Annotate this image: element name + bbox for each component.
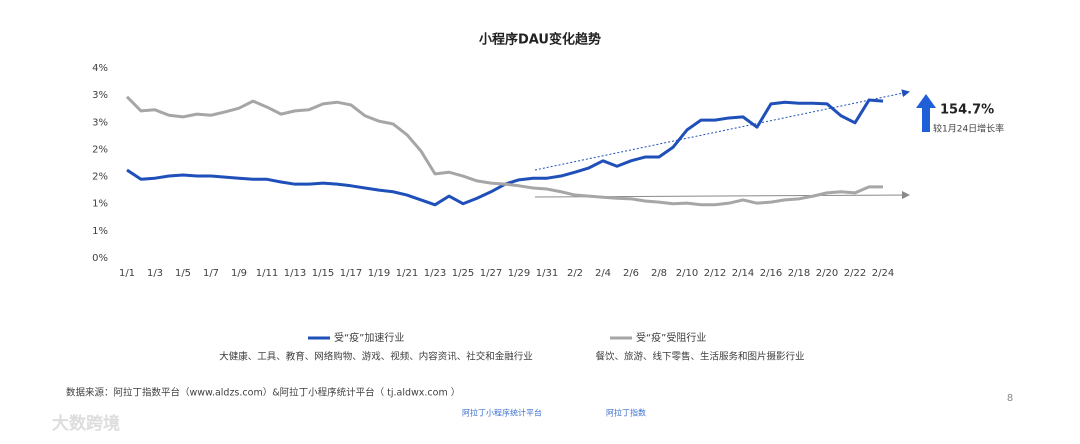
annotation: 154.7%	[940, 103, 994, 118]
x-tick-label: 1/5	[175, 268, 191, 279]
x-tick-label: 2/12	[704, 268, 726, 279]
x-tick-label: 1/27	[480, 268, 502, 279]
annotation-note: 较1月24日增长率	[933, 123, 1004, 135]
x-tick-label: 2/16	[760, 268, 782, 279]
x-tick-label: 1/31	[536, 268, 558, 279]
chart-title: 小程序DAU变化趋势	[479, 32, 601, 48]
x-tick-label: 1/29	[508, 268, 530, 279]
x-tick-label: 2/4	[595, 268, 611, 279]
x-tick-label: 2/10	[676, 268, 698, 279]
trend-line	[534, 89, 910, 171]
x-tick-label: 2/24	[872, 268, 894, 279]
x-tick-label: 2/2	[567, 268, 583, 279]
legend-label: 受“疫”加速行业	[334, 331, 404, 344]
data-line	[126, 98, 884, 207]
x-tick-label: 1/7	[203, 268, 219, 279]
x-tick-label: 1/23	[424, 268, 446, 279]
x-tick-label: 1/9	[231, 268, 247, 279]
page-number: 8	[1007, 393, 1013, 404]
x-tick-label: 2/20	[816, 268, 838, 279]
y-tick-label: 1%	[92, 226, 108, 237]
x-tick-label: 2/8	[651, 268, 667, 279]
x-tick-label: 1/1	[119, 268, 135, 279]
x-tick-label: 1/3	[147, 268, 163, 279]
logo: 阿拉丁指数	[606, 408, 646, 418]
logo: 阿拉丁小程序统计平台	[462, 408, 542, 418]
x-tick-label: 1/17	[340, 268, 362, 279]
y-tick-label: 3%	[92, 117, 108, 128]
legend-description: 大健康、工具、教育、网络购物、游戏、视频、内容资讯、社交和金融行业	[219, 351, 533, 363]
x-tick-label: 1/21	[396, 268, 418, 279]
x-tick-label: 2/14	[732, 268, 754, 279]
y-tick-label: 0%	[92, 253, 108, 264]
x-tick-label: 1/11	[256, 268, 278, 279]
legend-description: 餐饮、旅游、线下零售、生活服务和图片摄影行业	[595, 351, 804, 363]
y-tick-label: 3%	[92, 90, 108, 101]
data-line	[125, 95, 883, 207]
y-tick-label: 1%	[92, 199, 108, 210]
x-tick-label: 2/6	[623, 268, 639, 279]
y-tick-label: 4%	[92, 63, 108, 74]
watermark: 大数跨境	[52, 413, 120, 434]
x-tick-label: 1/13	[284, 268, 306, 279]
y-tick-label: 2%	[92, 172, 108, 183]
x-tick-label: 1/19	[368, 268, 390, 279]
x-tick-label: 1/25	[452, 268, 474, 279]
x-tick-label: 2/22	[844, 268, 866, 279]
legend-label: 受“疫”受阻行业	[636, 331, 706, 344]
source: 数据来源：阿拉丁指数平台（www.aldzs.com）&阿拉丁小程序统计平台（ …	[66, 387, 460, 399]
x-tick-label: 1/15	[312, 268, 334, 279]
y-tick-label: 2%	[92, 144, 108, 155]
x-tick-label: 2/18	[788, 268, 810, 279]
up-arrow	[916, 94, 936, 132]
